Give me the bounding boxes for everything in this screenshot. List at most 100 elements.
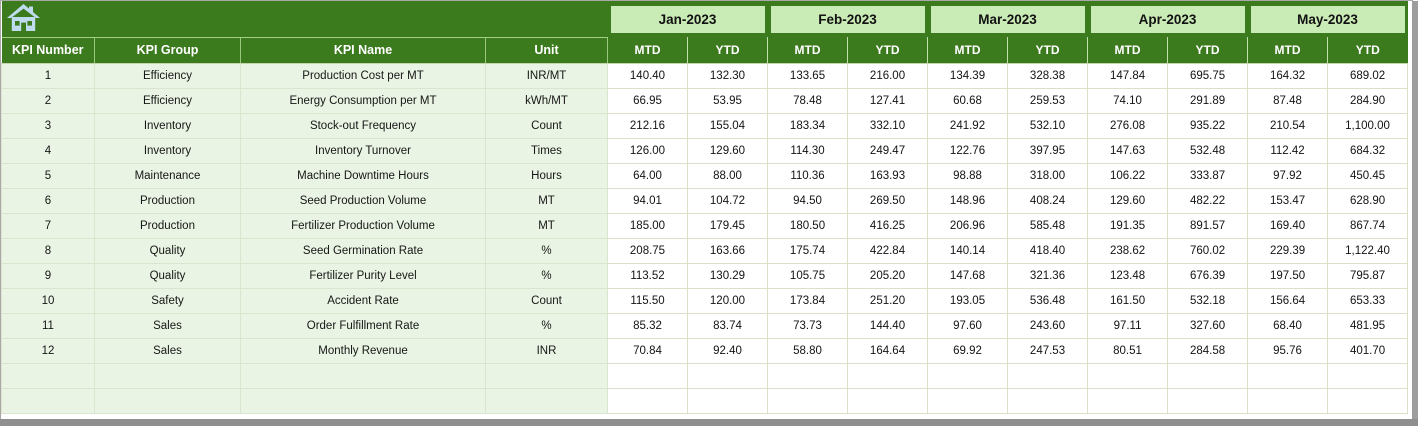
- value-cell[interactable]: 97.11: [1087, 312, 1169, 339]
- value-cell[interactable]: 66.95: [607, 87, 688, 114]
- value-cell[interactable]: 123.48: [1087, 262, 1169, 289]
- value-cell[interactable]: 120.00: [686, 287, 769, 314]
- subheader-jan-2023-mtd[interactable]: MTD: [607, 37, 688, 64]
- value-cell[interactable]: 191.35: [1087, 212, 1169, 239]
- kpi-number-cell[interactable]: 3: [1, 112, 95, 139]
- home-icon[interactable]: [6, 4, 40, 33]
- value-cell[interactable]: 148.96: [927, 187, 1009, 214]
- value-cell[interactable]: 169.40: [1247, 212, 1329, 239]
- empty-value-cell[interactable]: [686, 387, 769, 414]
- empty-value-cell[interactable]: [607, 387, 688, 414]
- value-cell[interactable]: 85.32: [607, 312, 688, 339]
- kpi-group-cell[interactable]: Quality: [94, 237, 241, 264]
- empty-value-cell[interactable]: [1247, 387, 1329, 414]
- kpi-group-cell[interactable]: Production: [94, 187, 241, 214]
- value-cell[interactable]: 269.50: [847, 187, 929, 214]
- column-header-kpi-name[interactable]: KPI Name: [240, 37, 486, 64]
- unit-cell[interactable]: INR/MT: [485, 62, 608, 89]
- value-cell[interactable]: 532.48: [1167, 137, 1249, 164]
- value-cell[interactable]: 83.74: [686, 312, 769, 339]
- value-cell[interactable]: 532.18: [1167, 287, 1249, 314]
- value-cell[interactable]: 482.22: [1167, 187, 1249, 214]
- unit-cell[interactable]: MT: [485, 212, 608, 239]
- value-cell[interactable]: 284.58: [1167, 337, 1249, 364]
- value-cell[interactable]: 183.34: [767, 112, 849, 139]
- unit-cell[interactable]: %: [485, 312, 608, 339]
- empty-meta-cell[interactable]: [240, 362, 486, 389]
- value-cell[interactable]: 147.63: [1087, 137, 1169, 164]
- empty-value-cell[interactable]: [847, 387, 929, 414]
- unit-cell[interactable]: INR: [485, 337, 608, 364]
- subheader-apr-2023-mtd[interactable]: MTD: [1087, 37, 1168, 64]
- kpi-name-cell[interactable]: Seed Germination Rate: [240, 237, 486, 264]
- empty-value-cell[interactable]: [767, 387, 849, 414]
- value-cell[interactable]: 129.60: [1087, 187, 1169, 214]
- kpi-name-cell[interactable]: Fertilizer Purity Level: [240, 262, 486, 289]
- value-cell[interactable]: 130.29: [686, 262, 769, 289]
- value-cell[interactable]: 164.32: [1247, 62, 1329, 89]
- value-cell[interactable]: 210.54: [1247, 112, 1329, 139]
- value-cell[interactable]: 676.39: [1167, 262, 1249, 289]
- unit-cell[interactable]: Times: [485, 137, 608, 164]
- value-cell[interactable]: 153.47: [1247, 187, 1329, 214]
- value-cell[interactable]: 891.57: [1167, 212, 1249, 239]
- empty-value-cell[interactable]: [1327, 387, 1409, 414]
- kpi-number-cell[interactable]: 4: [1, 137, 95, 164]
- value-cell[interactable]: 88.00: [686, 162, 769, 189]
- kpi-group-cell[interactable]: Sales: [94, 337, 241, 364]
- kpi-group-cell[interactable]: Sales: [94, 312, 241, 339]
- kpi-number-cell[interactable]: 2: [1, 87, 95, 114]
- kpi-group-cell[interactable]: Maintenance: [94, 162, 241, 189]
- kpi-number-cell[interactable]: 8: [1, 237, 95, 264]
- value-cell[interactable]: 73.73: [767, 312, 849, 339]
- kpi-name-cell[interactable]: Energy Consumption per MT: [240, 87, 486, 114]
- value-cell[interactable]: 155.04: [686, 112, 769, 139]
- unit-cell[interactable]: %: [485, 262, 608, 289]
- value-cell[interactable]: 249.47: [847, 137, 929, 164]
- value-cell[interactable]: 115.50: [607, 287, 688, 314]
- bottom-scrollbar-edge[interactable]: [0, 419, 1418, 426]
- kpi-name-cell[interactable]: Production Cost per MT: [240, 62, 486, 89]
- kpi-number-cell[interactable]: 7: [1, 212, 95, 239]
- value-cell[interactable]: 247.53: [1007, 337, 1089, 364]
- subheader-mar-2023-ytd[interactable]: YTD: [1007, 37, 1088, 64]
- value-cell[interactable]: 318.00: [1007, 162, 1089, 189]
- unit-cell[interactable]: MT: [485, 187, 608, 214]
- empty-meta-cell[interactable]: [94, 387, 241, 414]
- value-cell[interactable]: 110.36: [767, 162, 849, 189]
- empty-value-cell[interactable]: [1007, 387, 1089, 414]
- value-cell[interactable]: 935.22: [1167, 112, 1249, 139]
- empty-value-cell[interactable]: [1087, 362, 1169, 389]
- value-cell[interactable]: 98.88: [927, 162, 1009, 189]
- subheader-feb-2023-ytd[interactable]: YTD: [847, 37, 928, 64]
- value-cell[interactable]: 69.92: [927, 337, 1009, 364]
- value-cell[interactable]: 795.87: [1327, 262, 1409, 289]
- value-cell[interactable]: 243.60: [1007, 312, 1089, 339]
- value-cell[interactable]: 70.84: [607, 337, 688, 364]
- kpi-number-cell[interactable]: 10: [1, 287, 95, 314]
- empty-value-cell[interactable]: [1167, 387, 1249, 414]
- value-cell[interactable]: 92.40: [686, 337, 769, 364]
- value-cell[interactable]: 78.48: [767, 87, 849, 114]
- value-cell[interactable]: 129.60: [686, 137, 769, 164]
- value-cell[interactable]: 175.74: [767, 237, 849, 264]
- empty-meta-cell[interactable]: [1, 362, 95, 389]
- value-cell[interactable]: 163.93: [847, 162, 929, 189]
- value-cell[interactable]: 94.50: [767, 187, 849, 214]
- subheader-may-2023-ytd[interactable]: YTD: [1327, 37, 1408, 64]
- empty-value-cell[interactable]: [1247, 362, 1329, 389]
- empty-meta-cell[interactable]: [485, 387, 608, 414]
- value-cell[interactable]: 113.52: [607, 262, 688, 289]
- month-header-feb-2023[interactable]: Feb-2023: [767, 1, 928, 37]
- kpi-name-cell[interactable]: Order Fulfillment Rate: [240, 312, 486, 339]
- value-cell[interactable]: 105.75: [767, 262, 849, 289]
- kpi-number-cell[interactable]: 6: [1, 187, 95, 214]
- value-cell[interactable]: 327.60: [1167, 312, 1249, 339]
- value-cell[interactable]: 173.84: [767, 287, 849, 314]
- empty-meta-cell[interactable]: [1, 387, 95, 414]
- empty-value-cell[interactable]: [1167, 362, 1249, 389]
- value-cell[interactable]: 536.48: [1007, 287, 1089, 314]
- value-cell[interactable]: 185.00: [607, 212, 688, 239]
- value-cell[interactable]: 397.95: [1007, 137, 1089, 164]
- value-cell[interactable]: 276.08: [1087, 112, 1169, 139]
